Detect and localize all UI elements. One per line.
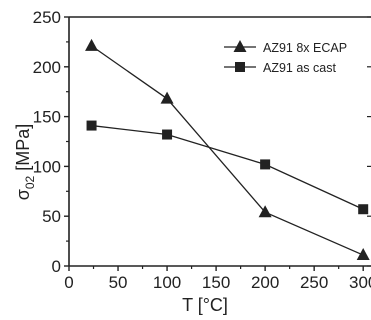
y-axis-title: σ02 [MPa] xyxy=(13,124,37,200)
series-2 xyxy=(86,120,369,215)
y-tick-label: 150 xyxy=(33,108,61,127)
x-tick-label: 0 xyxy=(64,273,73,292)
legend-marker xyxy=(235,62,245,72)
x-tick-label: 100 xyxy=(153,273,181,292)
ticks: 0 50 100 150 200 250 300 0 50 100 150 200 250 xyxy=(33,8,371,292)
x-tick-label: 150 xyxy=(202,273,230,292)
legend-label: AZ91 as cast xyxy=(263,61,336,75)
y-axis-title-symbol: σ xyxy=(13,189,33,200)
y-tick-label: 250 xyxy=(33,8,61,27)
y-tick-label: 100 xyxy=(33,157,61,176)
series-line xyxy=(91,124,364,210)
y-axis-title-unit: [MPa] xyxy=(13,124,33,176)
data-point xyxy=(160,91,174,104)
legend-label: AZ91 8x ECAP xyxy=(263,41,347,55)
x-tick-label: 300 xyxy=(349,273,371,292)
data-point xyxy=(358,204,369,215)
y-tick-label: 200 xyxy=(33,58,61,77)
data-point xyxy=(85,38,99,51)
y-axis-title-subscript: 02 xyxy=(23,175,37,189)
x-tick-label: 200 xyxy=(251,273,279,292)
y-tick-label: 0 xyxy=(52,257,61,276)
series-layer xyxy=(85,38,370,261)
legend-marker xyxy=(233,40,247,52)
data-point xyxy=(162,129,173,140)
x-axis-title: T [°C] xyxy=(182,295,228,315)
legend: AZ91 8x ECAP AZ91 as cast xyxy=(224,40,347,75)
x-tick-label: 50 xyxy=(109,273,128,292)
y-tick-label: 50 xyxy=(42,207,61,226)
series-1 xyxy=(85,38,370,261)
data-point xyxy=(86,120,97,131)
series-line xyxy=(91,45,364,256)
x-tick-label: 250 xyxy=(300,273,328,292)
data-point xyxy=(258,205,272,218)
data-point xyxy=(356,248,370,261)
data-point xyxy=(260,159,271,170)
